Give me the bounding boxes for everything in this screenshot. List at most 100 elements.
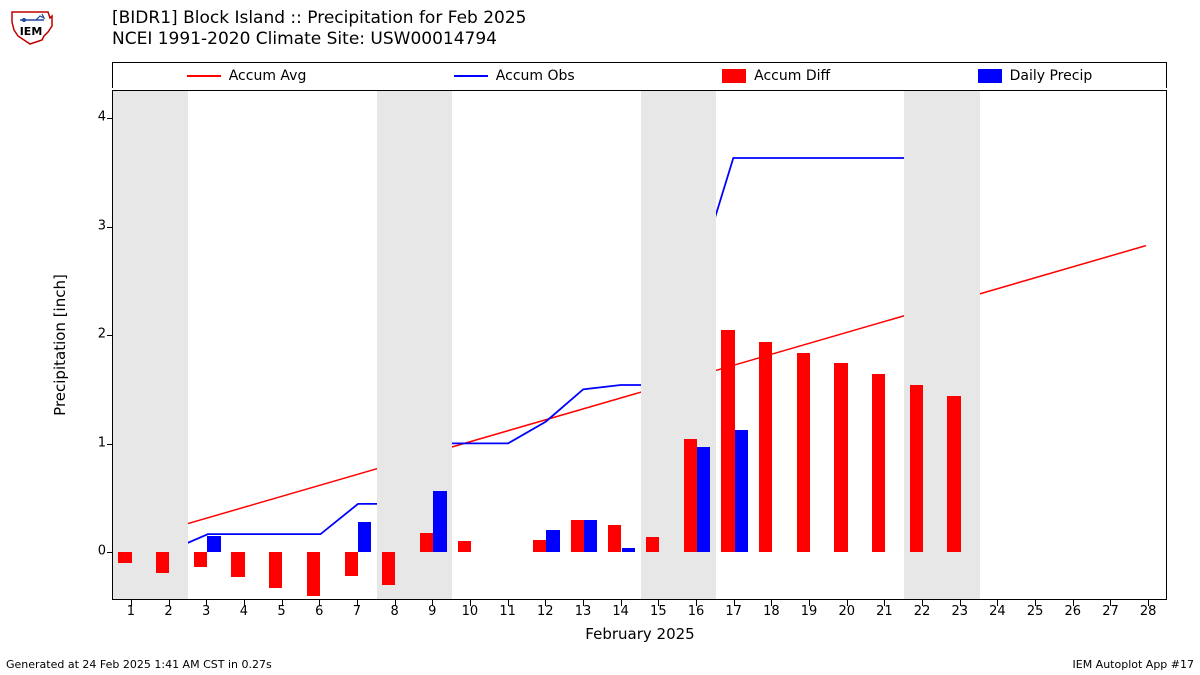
legend-line-swatch (454, 75, 488, 77)
x-tick-mark (432, 600, 433, 606)
daily-precip-bar (546, 530, 559, 552)
y-tick-label: 4 (98, 110, 106, 125)
accum-diff-bar (947, 396, 960, 552)
daily-precip-bar (433, 491, 446, 552)
x-tick-label: 28 (1140, 604, 1157, 619)
accum-diff-bar (571, 520, 584, 553)
x-tick-mark (1073, 600, 1074, 606)
x-tick-label: 13 (575, 604, 592, 619)
legend-label: Accum Avg (229, 68, 307, 84)
y-tick-mark (107, 227, 113, 228)
y-tick-label: 0 (98, 544, 106, 559)
accum-diff-bar (458, 541, 471, 552)
x-tick-label: 4 (240, 604, 248, 619)
x-tick-label: 19 (801, 604, 818, 619)
legend-item: Accum Diff (722, 68, 830, 84)
accum-diff-bar (194, 552, 207, 567)
y-tick-mark (107, 118, 113, 119)
x-tick-mark (470, 600, 471, 606)
x-tick-mark (583, 600, 584, 606)
x-tick-label: 16 (688, 604, 705, 619)
x-tick-label: 8 (390, 604, 398, 619)
x-tick-label: 5 (277, 604, 285, 619)
x-tick-mark (922, 600, 923, 606)
legend-item: Accum Avg (187, 68, 307, 84)
legend-label: Accum Obs (496, 68, 575, 84)
daily-precip-bar (207, 536, 220, 552)
x-tick-label: 27 (1102, 604, 1119, 619)
x-tick-mark (545, 600, 546, 606)
footer-generated-text: Generated at 24 Feb 2025 1:41 AM CST in … (6, 658, 272, 671)
x-tick-label: 25 (1027, 604, 1044, 619)
x-tick-mark (847, 600, 848, 606)
x-tick-mark (696, 600, 697, 606)
x-tick-mark (319, 600, 320, 606)
x-tick-mark (131, 600, 132, 606)
footer-app-text: IEM Autoplot App #17 (1073, 658, 1195, 671)
x-tick-label: 11 (499, 604, 516, 619)
iem-logo: IEM (6, 6, 56, 46)
legend-line-swatch (187, 75, 221, 77)
x-tick-mark (809, 600, 810, 606)
x-tick-label: 24 (989, 604, 1006, 619)
y-tick-label: 2 (98, 327, 106, 342)
accum-diff-bar (231, 552, 244, 577)
y-tick-mark (107, 552, 113, 553)
y-axis-label: Precipitation [inch] (51, 274, 69, 416)
accum-diff-bar (345, 552, 358, 576)
x-tick-mark (884, 600, 885, 606)
daily-precip-bar (358, 522, 371, 552)
x-tick-mark (508, 600, 509, 606)
x-tick-mark (1035, 600, 1036, 606)
legend-box-swatch (978, 69, 1002, 83)
daily-precip-bar (697, 447, 710, 552)
x-tick-label: 3 (202, 604, 210, 619)
accum-diff-bar (307, 552, 320, 595)
accum-diff-bar (269, 552, 282, 588)
x-tick-mark (960, 600, 961, 606)
x-tick-label: 12 (537, 604, 554, 619)
x-tick-label: 1 (127, 604, 135, 619)
accum-diff-bar (910, 385, 923, 552)
svg-text:IEM: IEM (20, 25, 43, 38)
x-tick-mark (357, 600, 358, 606)
x-tick-mark (282, 600, 283, 606)
x-tick-label: 18 (763, 604, 780, 619)
title-line-2: NCEI 1991-2020 Climate Site: USW00014794 (112, 29, 527, 50)
x-tick-label: 22 (914, 604, 931, 619)
accum-diff-bar (118, 552, 131, 563)
accum-diff-bar (759, 342, 772, 553)
y-tick-label: 3 (98, 218, 106, 233)
x-tick-label: 23 (951, 604, 968, 619)
y-tick-label: 1 (98, 435, 106, 450)
x-tick-mark (206, 600, 207, 606)
x-tick-label: 26 (1065, 604, 1082, 619)
daily-precip-bar (622, 548, 635, 552)
legend-box-swatch (722, 69, 746, 83)
y-tick-mark (107, 335, 113, 336)
chart-plot-area (112, 90, 1167, 600)
legend-item: Accum Obs (454, 68, 575, 84)
accum-diff-bar (721, 330, 734, 552)
x-tick-mark (1148, 600, 1149, 606)
legend-item: Daily Precip (978, 68, 1093, 84)
accum-diff-bar (872, 374, 885, 552)
accum-diff-bar (608, 525, 621, 552)
x-tick-mark (734, 600, 735, 606)
x-tick-mark (658, 600, 659, 606)
daily-precip-bar (584, 520, 597, 553)
x-tick-label: 17 (725, 604, 742, 619)
accum-diff-bar (382, 552, 395, 585)
x-tick-mark (169, 600, 170, 606)
accum-diff-bar (156, 552, 169, 573)
accum-diff-bar (420, 533, 433, 553)
legend-label: Accum Diff (754, 68, 830, 84)
x-tick-mark (395, 600, 396, 606)
x-tick-label: 15 (650, 604, 667, 619)
x-tick-label: 6 (315, 604, 323, 619)
weekend-shade (113, 91, 188, 599)
x-tick-label: 20 (838, 604, 855, 619)
chart-title: [BIDR1] Block Island :: Precipitation fo… (112, 8, 527, 51)
x-tick-mark (244, 600, 245, 606)
x-tick-label: 7 (353, 604, 361, 619)
